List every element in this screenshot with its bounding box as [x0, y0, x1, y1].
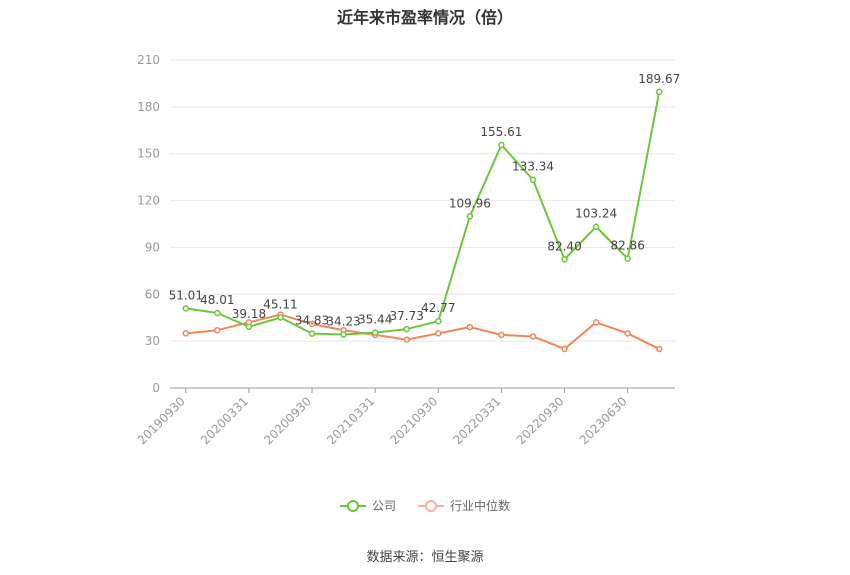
series-company-point [308, 330, 316, 337]
x-axis: 20190930 20200331 20200930 20210331 20210930… [135, 387, 675, 447]
series-industry-point [655, 345, 663, 353]
data-label: 82.86 [610, 239, 644, 253]
series-company-point [624, 255, 631, 262]
y-tick-label: 30 [145, 334, 160, 348]
data-label: 189.67 [638, 72, 680, 86]
x-tick-label: 20190930 [135, 394, 188, 447]
series-company-point [277, 314, 284, 321]
chart-title: 近年来市盈率情况（倍） [336, 8, 513, 27]
series-company-point [340, 331, 347, 338]
data-label: 48.01 [200, 293, 234, 307]
legend-label-company: 公司 [371, 499, 396, 513]
x-tick-label: 20220331 [450, 394, 503, 447]
series-industry-point [403, 336, 410, 343]
y-tick-label: 60 [145, 287, 160, 301]
series-industry-point [529, 333, 537, 340]
data-label: 39.18 [232, 307, 266, 321]
series-company-point [655, 88, 663, 96]
data-label: 35.44 [358, 313, 392, 327]
series-company-point [245, 323, 253, 331]
series-industry-point [308, 320, 316, 328]
x-tick-label: 20210930 [387, 394, 440, 447]
data-source: 数据来源：恒生聚源 [366, 550, 484, 565]
y-tick-label: 180 [137, 100, 160, 114]
series-industry-point [561, 345, 568, 353]
series-industry-point [435, 330, 442, 337]
series-industry-point [624, 330, 631, 337]
y-tick-label: 90 [145, 240, 160, 254]
series-company-point [435, 317, 442, 325]
series-company-point [214, 309, 221, 317]
legend-label-industry: 行业中位数 [450, 499, 511, 513]
series-group [182, 88, 663, 353]
data-label: 103.24 [575, 207, 617, 221]
y-axis-ticks: 0 30 60 90 120 150 180 210 [137, 53, 160, 395]
legend: 公司 行业中位数 [0, 497, 850, 514]
series-company-point [592, 223, 600, 230]
y-tick-label: 150 [137, 147, 160, 161]
data-label: 42.77 [421, 301, 455, 315]
series-company-point [182, 305, 190, 312]
data-label: 34.83 [295, 314, 329, 328]
series-industry-line [185, 313, 660, 350]
y-tick-label: 120 [137, 194, 160, 208]
x-tick-label: 20220930 [514, 394, 567, 447]
legend-swatch-company [339, 499, 366, 513]
data-label: 34.23 [326, 315, 360, 329]
y-tick-label: 210 [137, 53, 160, 67]
data-label: 133.34 [512, 160, 554, 174]
series-industry-point [498, 331, 505, 339]
data-label: 109.96 [449, 196, 491, 210]
data-label: 45.11 [263, 298, 297, 312]
series-industry-point [466, 323, 474, 331]
legend-swatch-industry [418, 499, 444, 513]
legend-item-industry[interactable]: 行业中位数 [418, 497, 510, 514]
series-company-line [185, 91, 661, 336]
y-tick-label: 0 [152, 381, 160, 395]
series-company-point [529, 176, 537, 183]
data-label: 155.61 [480, 125, 522, 139]
data-label: 82.40 [547, 239, 581, 253]
x-tick-label: 20230630 [577, 394, 630, 447]
series-industry-point [182, 330, 190, 337]
x-tick-label: 20200331 [198, 394, 251, 447]
grid-lines [170, 59, 675, 342]
x-tick-label: 20210331 [324, 394, 377, 447]
series-company-point [466, 213, 474, 220]
legend-item-company[interactable]: 公司 [339, 497, 396, 514]
series-company-point [498, 141, 505, 149]
data-label: 51.01 [169, 288, 203, 302]
x-tick-label: 20200930 [261, 394, 314, 447]
series-company-point [561, 256, 568, 263]
data-label: 37.73 [390, 309, 424, 323]
series-industry-point [592, 319, 600, 326]
series-industry-point [214, 326, 221, 334]
series-company-point [371, 329, 379, 336]
series-company-point [403, 325, 410, 333]
